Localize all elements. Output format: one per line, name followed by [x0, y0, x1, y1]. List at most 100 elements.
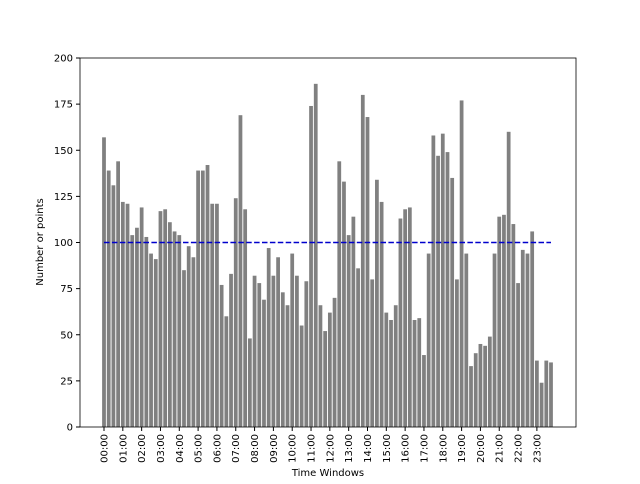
bar [313, 83, 318, 427]
x-tick-label: 05:00 [194, 434, 205, 463]
bar [492, 253, 497, 427]
bar [210, 203, 215, 427]
bar [440, 133, 445, 427]
bar [153, 259, 158, 427]
bar [412, 319, 417, 427]
y-tick-label: 125 [54, 192, 73, 203]
bar [403, 209, 408, 427]
y-tick-label: 75 [60, 284, 73, 295]
bar [219, 284, 224, 427]
bar [290, 253, 295, 427]
bar [544, 360, 549, 427]
bar [370, 279, 375, 427]
bar [215, 203, 219, 427]
x-tick-label: 02:00 [137, 434, 148, 463]
x-tick-label: 21:00 [495, 434, 506, 463]
bar [229, 273, 233, 427]
bar [375, 179, 379, 427]
x-tick-label: 08:00 [250, 434, 261, 463]
bar [356, 268, 360, 427]
x-tick-label: 06:00 [212, 434, 223, 463]
x-axis-label: Time Windows [291, 468, 364, 479]
x-tick-label: 04:00 [175, 434, 186, 463]
bar [304, 281, 309, 427]
bar [337, 161, 342, 427]
bar [516, 283, 520, 427]
x-tick-label: 12:00 [325, 434, 336, 463]
x-tick-label: 01:00 [118, 434, 129, 463]
bar [549, 362, 553, 427]
bar [144, 236, 149, 427]
bar [182, 270, 186, 427]
y-tick-label: 150 [54, 146, 73, 157]
bar [299, 325, 304, 427]
bar [135, 227, 139, 427]
bar [285, 305, 290, 427]
bar [257, 283, 262, 427]
bar [346, 235, 351, 427]
bar [243, 209, 248, 427]
bar [455, 279, 459, 427]
bar [130, 235, 135, 427]
bar [271, 275, 276, 427]
bar [525, 253, 530, 427]
bar [125, 203, 130, 427]
bar [332, 297, 337, 427]
bar [450, 177, 455, 427]
bar [163, 209, 168, 427]
bar [389, 319, 393, 427]
x-tick-label: 07:00 [231, 434, 242, 463]
x-tick-label: 03:00 [156, 434, 167, 463]
bar [393, 305, 398, 427]
y-tick-label: 50 [60, 330, 73, 341]
x-tick-label: 09:00 [269, 434, 280, 463]
bar [318, 305, 323, 427]
bar [360, 94, 365, 428]
bar [445, 152, 450, 427]
bar [252, 275, 257, 427]
bar [102, 137, 106, 427]
bar [417, 318, 422, 427]
x-tick-label: 20:00 [476, 434, 487, 463]
bar [276, 257, 280, 427]
bar [177, 235, 182, 427]
y-tick-label: 200 [54, 54, 73, 65]
x-tick-label: 11:00 [307, 434, 318, 463]
bar [426, 253, 431, 427]
bar [431, 135, 436, 428]
y-tick-label: 175 [54, 100, 73, 111]
bar [464, 253, 469, 427]
bar [530, 231, 535, 427]
bar [158, 211, 163, 427]
bar [262, 299, 266, 427]
bar [191, 257, 196, 427]
bar [139, 207, 144, 427]
bar [196, 170, 200, 428]
y-tick-label: 0 [67, 423, 73, 434]
bar [167, 222, 172, 427]
bar [487, 336, 492, 427]
bar [384, 312, 389, 427]
x-tick-label: 22:00 [514, 434, 525, 463]
y-axis-label: Number or points [35, 198, 46, 285]
y-tick-label: 25 [60, 376, 73, 387]
bar [186, 246, 191, 427]
bar [295, 275, 299, 427]
x-tick-label: 17:00 [419, 434, 430, 463]
bar [111, 185, 116, 427]
bar [172, 231, 177, 427]
x-tick-label: 18:00 [438, 434, 449, 463]
x-tick-label: 14:00 [363, 434, 374, 463]
bar [247, 338, 252, 427]
bar [342, 181, 346, 427]
bar [116, 161, 120, 427]
bar [407, 207, 412, 427]
bar [539, 382, 544, 427]
bar [200, 170, 205, 428]
bar [379, 201, 384, 427]
x-tick-label: 16:00 [401, 434, 412, 463]
bar [238, 115, 243, 427]
bar [506, 131, 511, 428]
bar [224, 316, 229, 427]
